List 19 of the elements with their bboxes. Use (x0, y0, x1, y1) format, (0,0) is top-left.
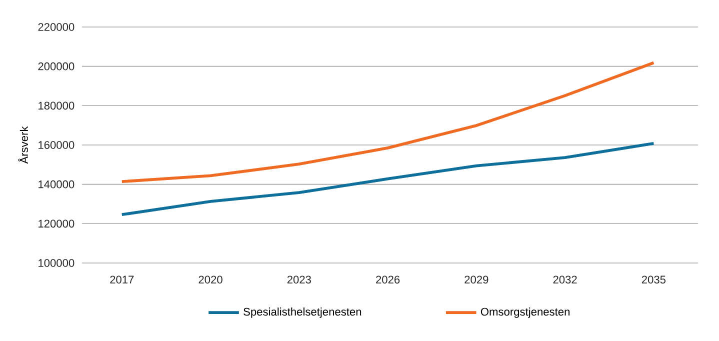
x-tick-label: 2032 (553, 276, 577, 284)
y-tick-label: 220000 (38, 23, 74, 31)
legend-label: Spesialisthelsetjenesten (244, 308, 362, 318)
x-tick-label: 2035 (642, 276, 666, 284)
legend-label: Omsorgstjenesten (480, 308, 570, 318)
line-series (120, 142, 656, 216)
x-tick-label: 2020 (198, 276, 222, 284)
y-axis-title: Årsverk (18, 126, 28, 164)
x-tick-label: 2026 (376, 276, 400, 284)
y-tick-label: 160000 (38, 141, 74, 149)
y-tick-label: 120000 (38, 220, 74, 228)
x-tick-label: 2029 (464, 276, 488, 284)
x-tick-label: 2017 (110, 276, 134, 284)
y-tick-label: 140000 (38, 180, 74, 188)
y-tick-label: 200000 (38, 62, 74, 70)
y-tick-label: 180000 (38, 102, 74, 110)
line-series (120, 61, 656, 184)
x-tick-label: 2023 (287, 276, 311, 284)
y-tick-label: 100000 (38, 259, 74, 267)
